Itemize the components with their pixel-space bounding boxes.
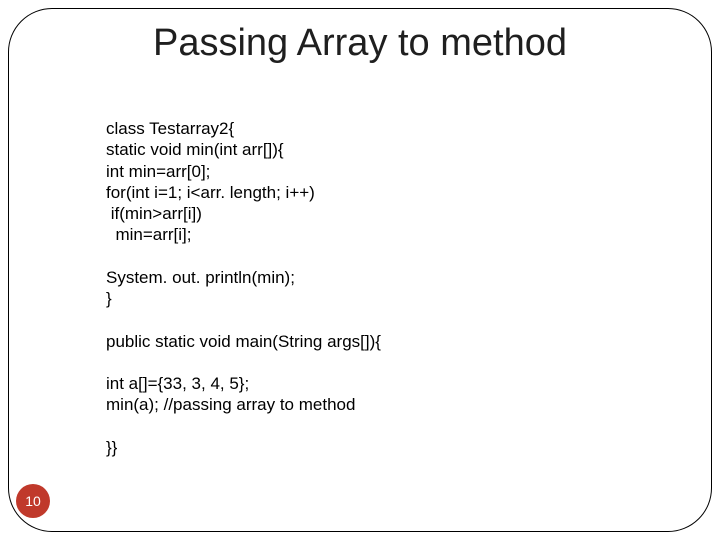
page-number: 10 — [25, 493, 41, 509]
page-number-badge: 10 — [16, 484, 50, 518]
slide: Passing Array to method class Testarray2… — [0, 0, 720, 540]
slide-title: Passing Array to method — [0, 22, 720, 65]
code-block: class Testarray2{ static void min(int ar… — [106, 118, 660, 458]
